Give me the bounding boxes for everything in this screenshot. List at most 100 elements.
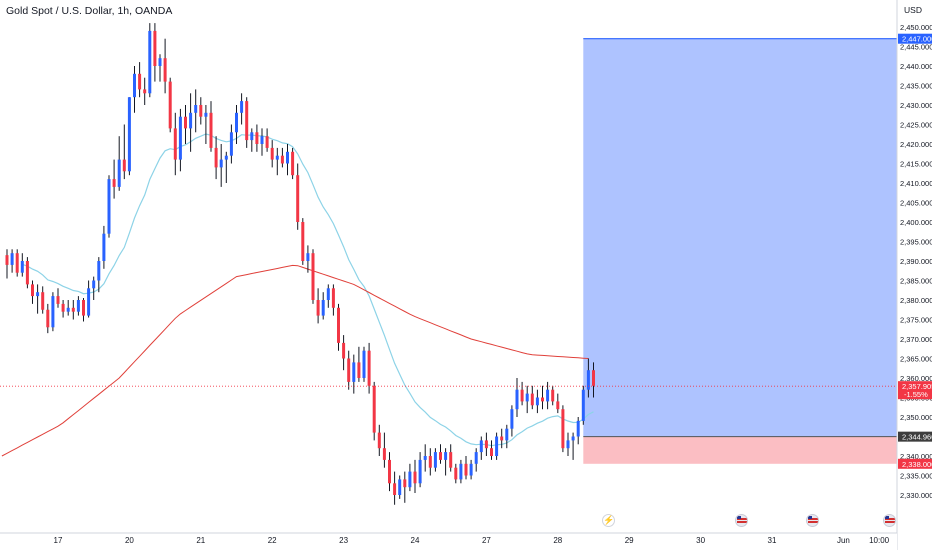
- candle: [469, 459, 473, 480]
- price-tick-label: 2,450.000: [900, 23, 932, 32]
- flag-icon[interactable]: [806, 514, 820, 527]
- candle-body: [280, 155, 284, 164]
- candle: [561, 405, 565, 453]
- price-tick-label: 2,430.000: [900, 101, 932, 110]
- price-tick-label: 2,370.000: [900, 335, 932, 344]
- candle: [296, 163, 300, 230]
- candle: [275, 147, 279, 176]
- candle: [46, 303, 50, 334]
- candle-body: [31, 284, 34, 297]
- candle: [515, 378, 519, 417]
- candle: [505, 424, 509, 449]
- time-tick-label: 23: [339, 536, 348, 545]
- candle: [393, 471, 397, 505]
- time-tick-label: 17: [54, 536, 63, 545]
- candle-body: [479, 440, 483, 453]
- candle-body: [36, 292, 40, 297]
- candle: [551, 385, 555, 406]
- candle-body: [566, 440, 570, 449]
- time-tick-label: Jun: [837, 536, 850, 545]
- entry-price-badge-bg: [898, 431, 932, 442]
- candle: [102, 225, 106, 269]
- candle: [5, 249, 9, 279]
- candle-body: [76, 300, 80, 312]
- candle-body: [388, 459, 391, 484]
- time-tick-label: 29: [625, 536, 634, 545]
- candle: [291, 147, 295, 180]
- candle-body: [235, 112, 238, 133]
- candle-body: [428, 456, 432, 468]
- candle-body: [413, 471, 417, 484]
- target-price-badge: 2,447.000: [902, 35, 932, 44]
- candle: [133, 66, 136, 113]
- candle-body: [403, 479, 407, 488]
- slow-moving-average-line: [1, 264, 589, 457]
- price-tick-label: 2,385.000: [900, 277, 932, 286]
- candle: [520, 381, 524, 406]
- candle-body: [46, 309, 50, 328]
- candle-body: [143, 89, 147, 94]
- candle-body: [495, 436, 499, 456]
- candle: [556, 393, 560, 414]
- candle-body: [306, 253, 310, 261]
- candle: [51, 292, 55, 332]
- flash-icon[interactable]: ⚡: [602, 514, 616, 527]
- candle-body: [342, 342, 346, 359]
- candle-body: [184, 116, 187, 129]
- candle: [459, 459, 463, 484]
- candle: [398, 475, 402, 499]
- candle: [347, 350, 351, 390]
- target-price-badge-bg: [898, 33, 932, 44]
- candle: [388, 452, 391, 492]
- candle: [204, 105, 208, 144]
- candle: [148, 23, 152, 98]
- candle-body: [505, 428, 509, 441]
- price-tick-label: 2,365.000: [900, 355, 932, 364]
- candle: [382, 432, 386, 468]
- candle-body: [362, 350, 366, 378]
- candle-body: [352, 362, 356, 382]
- flag-icon[interactable]: [734, 514, 748, 527]
- candle: [331, 284, 335, 316]
- candle: [92, 276, 96, 300]
- candle-body: [204, 112, 208, 117]
- candle: [546, 381, 550, 410]
- candle-body: [592, 370, 595, 386]
- candle-body: [530, 393, 534, 406]
- candle: [530, 385, 534, 410]
- stop-price-badge-bg: [898, 458, 932, 469]
- candle-body: [372, 385, 376, 433]
- candle-body: [71, 307, 75, 312]
- candle-body: [551, 389, 555, 402]
- candle-body: [464, 463, 468, 476]
- candle: [240, 93, 244, 125]
- candle-body: [337, 307, 340, 343]
- candle: [372, 381, 376, 441]
- last-price-badge: 2,357.905: [902, 382, 932, 391]
- candle-body: [133, 73, 136, 98]
- candle: [20, 253, 24, 277]
- candle: [510, 405, 514, 437]
- candle-body: [571, 436, 575, 441]
- price-tick-label: 2,350.000: [900, 413, 932, 422]
- candle-body: [561, 409, 565, 449]
- candle: [423, 444, 427, 472]
- candle: [311, 249, 315, 304]
- time-tick-label: 24: [411, 536, 420, 545]
- candle: [286, 144, 289, 176]
- last-price-change: -1.55%: [904, 390, 928, 399]
- candle: [112, 159, 116, 199]
- candle-body: [321, 300, 325, 316]
- flag-icon[interactable]: [882, 514, 896, 527]
- candle-body: [556, 401, 560, 410]
- price-tick-label: 2,340.000: [900, 452, 932, 461]
- candle: [158, 54, 162, 82]
- candle-body: [270, 147, 274, 160]
- candle-body: [173, 128, 177, 160]
- candle-body: [224, 155, 228, 160]
- price-tick-label: 2,400.000: [900, 218, 932, 227]
- price-tick-label: 2,360.000: [900, 374, 932, 383]
- candle-body: [107, 179, 111, 234]
